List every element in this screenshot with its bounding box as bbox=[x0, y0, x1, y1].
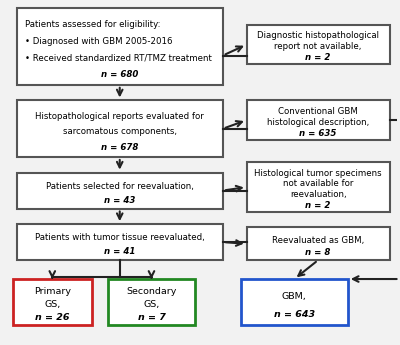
Text: n = 635: n = 635 bbox=[300, 129, 337, 138]
Text: n = 2: n = 2 bbox=[306, 201, 331, 210]
Text: Histopathological reports evaluated for: Histopathological reports evaluated for bbox=[35, 111, 204, 121]
Text: n = 678: n = 678 bbox=[101, 143, 138, 152]
FancyBboxPatch shape bbox=[12, 279, 92, 325]
FancyBboxPatch shape bbox=[108, 279, 195, 325]
Text: Primary: Primary bbox=[34, 287, 71, 296]
FancyBboxPatch shape bbox=[241, 279, 348, 325]
Text: n = 7: n = 7 bbox=[138, 313, 166, 322]
Text: Reevaluated as GBM,: Reevaluated as GBM, bbox=[272, 236, 364, 245]
FancyBboxPatch shape bbox=[247, 100, 390, 140]
Text: histological description,: histological description, bbox=[267, 118, 369, 127]
Text: not available for: not available for bbox=[283, 179, 353, 188]
Text: report not available,: report not available, bbox=[274, 42, 362, 51]
Text: Conventional GBM: Conventional GBM bbox=[278, 107, 358, 116]
Text: n = 680: n = 680 bbox=[101, 70, 138, 79]
Text: GS,: GS, bbox=[143, 300, 160, 309]
FancyBboxPatch shape bbox=[16, 172, 223, 209]
FancyBboxPatch shape bbox=[247, 162, 390, 212]
Text: n = 26: n = 26 bbox=[35, 313, 70, 322]
Text: reevaluation,: reevaluation, bbox=[290, 190, 346, 199]
FancyBboxPatch shape bbox=[16, 8, 223, 85]
Text: GS,: GS, bbox=[44, 300, 60, 309]
Text: sarcomatous components,: sarcomatous components, bbox=[63, 127, 177, 136]
Text: Diagnostic histopathological: Diagnostic histopathological bbox=[257, 31, 379, 40]
Text: n = 43: n = 43 bbox=[104, 196, 136, 205]
FancyBboxPatch shape bbox=[247, 227, 390, 260]
Text: Patients selected for reevaluation,: Patients selected for reevaluation, bbox=[46, 182, 194, 191]
FancyBboxPatch shape bbox=[16, 224, 223, 260]
Text: Patients with tumor tissue reevaluated,: Patients with tumor tissue reevaluated, bbox=[35, 234, 205, 243]
Text: • Received standardized RT/TMZ treatment: • Received standardized RT/TMZ treatment bbox=[24, 53, 211, 62]
FancyBboxPatch shape bbox=[16, 100, 223, 157]
Text: Secondary: Secondary bbox=[126, 287, 177, 296]
Text: n = 41: n = 41 bbox=[104, 247, 136, 256]
FancyBboxPatch shape bbox=[247, 25, 390, 64]
Text: Histological tumor specimens: Histological tumor specimens bbox=[254, 168, 382, 178]
Text: Patients assessed for eligibility:: Patients assessed for eligibility: bbox=[24, 20, 160, 29]
Text: GBM,: GBM, bbox=[282, 292, 307, 302]
Text: • Diagnosed with GBM 2005-2016: • Diagnosed with GBM 2005-2016 bbox=[24, 37, 172, 46]
Text: n = 2: n = 2 bbox=[306, 53, 331, 62]
Text: n = 643: n = 643 bbox=[274, 310, 315, 319]
Text: n = 8: n = 8 bbox=[306, 248, 331, 257]
